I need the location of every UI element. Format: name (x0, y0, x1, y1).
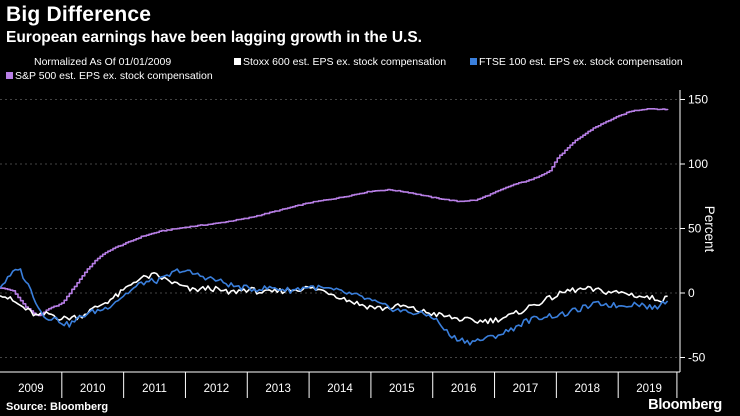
legend-item-stoxx: Stoxx 600 est. EPS ex. stock compensatio… (234, 56, 446, 68)
legend-swatch-ftse (470, 58, 477, 65)
series-line-ftse (0, 268, 669, 346)
x-tick-label: 2010 (80, 383, 106, 395)
y-tick-label: 100 (688, 157, 708, 171)
source-note: Source: Bloomberg (6, 401, 109, 413)
chart-title: Big Difference (6, 3, 152, 26)
series-lines (0, 107, 669, 346)
legend-label-ftse: FTSE 100 est. EPS ex. stock compensation (479, 56, 683, 68)
x-tick-label: 2019 (636, 383, 662, 395)
legend: Normalized As Of 01/01/2009 Stoxx 600 es… (0, 56, 740, 86)
x-tick-label: 2018 (574, 383, 600, 395)
x-tick-label: 2011 (142, 383, 167, 395)
x-tick-label: 2014 (327, 383, 353, 395)
grid-lines (0, 99, 680, 358)
chart-subtitle: European earnings have been lagging grow… (6, 29, 422, 46)
brand-logo: Bloomberg (648, 397, 722, 413)
x-tick-label: 2012 (204, 383, 230, 395)
y-tick-label: 0 (688, 286, 695, 300)
legend-swatch-stoxx (234, 58, 241, 65)
legend-item-ftse: FTSE 100 est. EPS ex. stock compensation (470, 56, 683, 68)
legend-swatch-sp500 (6, 72, 13, 79)
series-line-stoxx (0, 272, 668, 325)
series-line-sp500 (0, 107, 669, 317)
x-tick-label: 2016 (451, 383, 477, 395)
y-tick-label: -50 (688, 351, 706, 365)
legend-item-sp500: S&P 500 est. EPS ex. stock compensation (6, 70, 213, 82)
legend-label-stoxx: Stoxx 600 est. EPS ex. stock compensatio… (243, 56, 447, 68)
legend-note: Normalized As Of 01/01/2009 (34, 56, 172, 68)
legend-label-sp500: S&P 500 est. EPS ex. stock compensation (15, 70, 213, 82)
x-tick-label: 2017 (513, 383, 539, 395)
y-tick-label: 50 (688, 222, 702, 236)
x-tick-label: 2015 (389, 383, 415, 395)
y-tick-label: 150 (688, 93, 708, 107)
y-axis-label: Percent (702, 206, 717, 253)
axes: 150 100 50 0 -50 2009 2010 2011 2012 2013 2014 2015… (0, 90, 708, 398)
x-tick-label: 2009 (18, 383, 44, 395)
x-tick-label: 2013 (265, 383, 291, 395)
